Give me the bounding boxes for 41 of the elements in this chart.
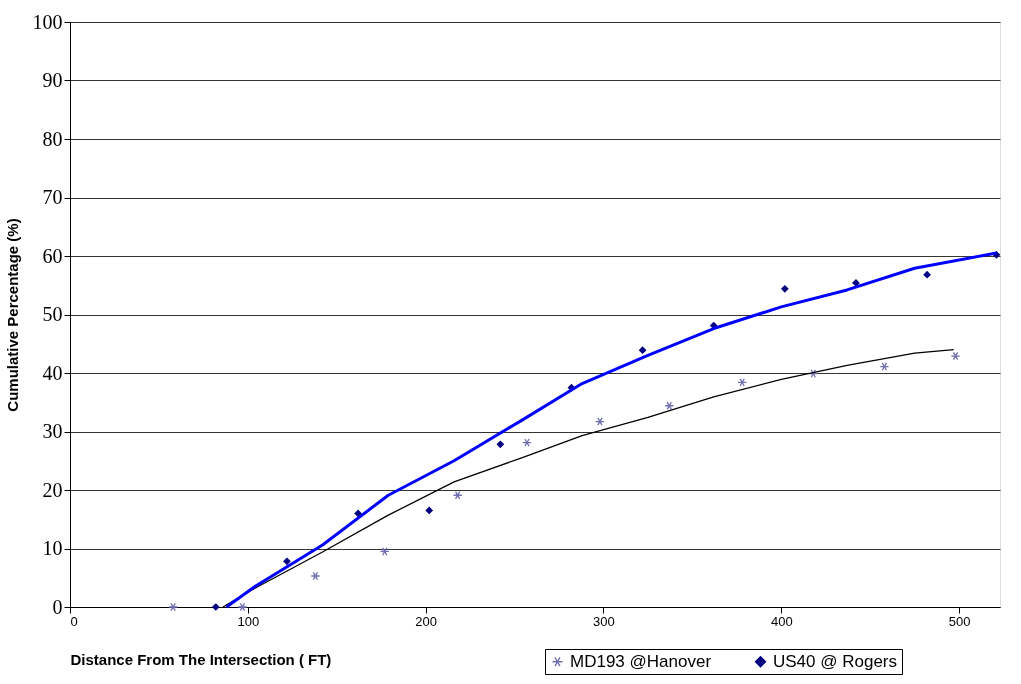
y-tick-label: 80: [42, 127, 63, 150]
y-tick-label: 70: [42, 186, 63, 208]
legend-label: MD193 @Hanover: [570, 651, 712, 671]
y-tick-label: 20: [42, 478, 63, 501]
y-tick-label: 30: [42, 420, 63, 442]
point: [379, 547, 390, 556]
point: [852, 279, 860, 287]
point: [496, 440, 505, 449]
y-tick-label: 40: [42, 361, 63, 384]
y-axis-title: Cumulative Percentage (%): [3, 218, 21, 412]
x-axis-title: Distance From The Intersection ( FT): [70, 650, 332, 668]
point: [638, 346, 647, 355]
y-tick-label: 50: [42, 303, 63, 325]
point: [211, 603, 220, 611]
x-tick-label: 0: [70, 613, 78, 629]
y-tick-label: 100: [32, 10, 63, 33]
x-tick-label: 200: [415, 613, 437, 629]
x-tick-label: 500: [948, 613, 971, 629]
point: [452, 490, 463, 500]
point: [950, 351, 961, 361]
point: [780, 284, 789, 293]
x-tick-label: 300: [593, 613, 615, 629]
y-tick-label: 90: [42, 69, 63, 91]
point: [595, 417, 605, 426]
point: [237, 602, 248, 612]
y-tick-label: 10: [42, 537, 63, 559]
x-tick-label: 100: [237, 613, 260, 629]
x-tick-label: 400: [770, 613, 793, 629]
point: [310, 571, 321, 581]
point: [168, 602, 178, 612]
point: [737, 378, 747, 387]
point: [425, 506, 434, 515]
point: [283, 557, 291, 566]
y-tick-label: 60: [42, 244, 63, 267]
point: [879, 362, 890, 371]
point: [923, 270, 931, 279]
point: [664, 401, 675, 411]
point: [522, 438, 532, 447]
point: [808, 369, 819, 378]
point: [354, 509, 362, 518]
legend-label: US40 @ Rogers: [773, 651, 898, 671]
